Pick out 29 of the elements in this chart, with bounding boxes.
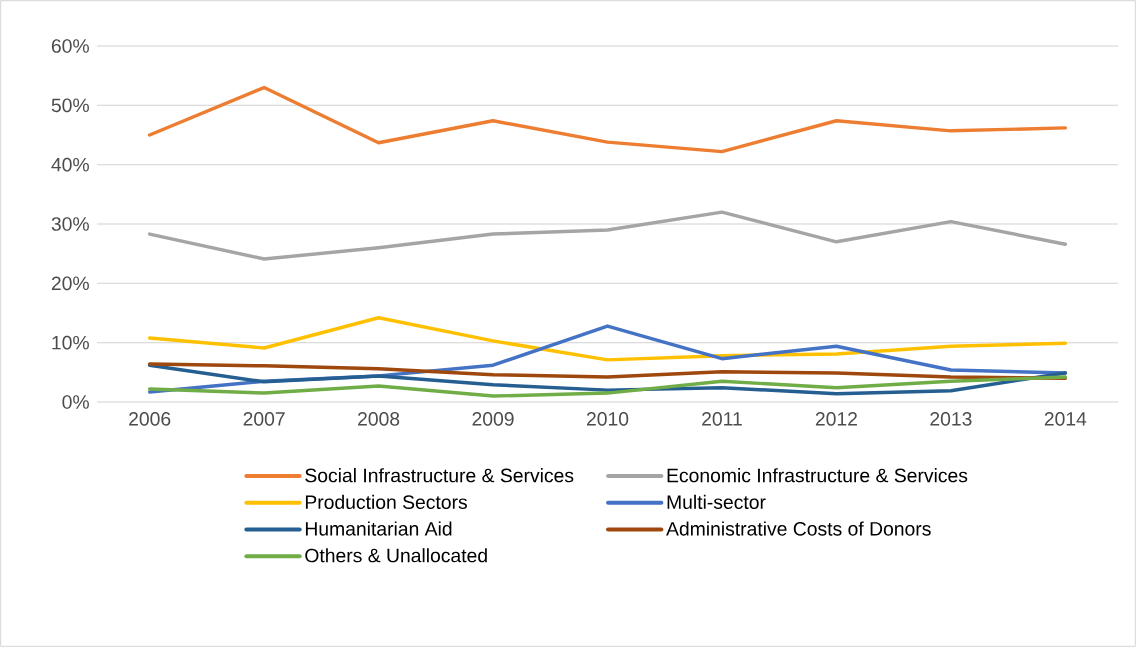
x-tick-label: 2011 <box>702 412 742 426</box>
legend-label: Multi-sector <box>667 494 766 509</box>
y-tick-label: 10% <box>52 335 89 350</box>
y-tick-label: 50% <box>51 98 89 113</box>
line-series <box>147 316 1068 362</box>
x-tick-label: 2007 <box>243 412 285 426</box>
x-tick-label: 2013 <box>930 412 972 426</box>
x-tick-label: 2008 <box>358 412 400 426</box>
legend-label: Production Sectors <box>305 494 467 509</box>
x-tick-label: 2012 <box>815 412 857 426</box>
y-tick-label: 0% <box>62 395 89 409</box>
y-tick-label: 20% <box>51 276 89 291</box>
legend-label: Humanitarian Aid <box>305 521 452 536</box>
y-tick-label: 40% <box>51 157 89 172</box>
y-tick-label: 60% <box>51 39 89 53</box>
x-tick-label: 2006 <box>129 412 171 426</box>
x-tick-label: 2010 <box>586 412 629 426</box>
line-series <box>147 363 1068 396</box>
line-series <box>147 85 1068 154</box>
legend-label: Economic Infrastructure & Services <box>667 468 968 483</box>
x-tick-label: 2014 <box>1044 412 1087 426</box>
y-tick-label: 30% <box>51 217 89 231</box>
line-series <box>147 210 1068 261</box>
legend-label: Social Infrastructure & Services <box>305 468 574 483</box>
line-series <box>147 362 1068 381</box>
line-series <box>147 375 1068 398</box>
x-tick-label: 2009 <box>472 412 514 426</box>
legend-label: Others & Unallocated <box>305 548 487 563</box>
legend-label: Administrative Costs of Donors <box>666 521 931 536</box>
